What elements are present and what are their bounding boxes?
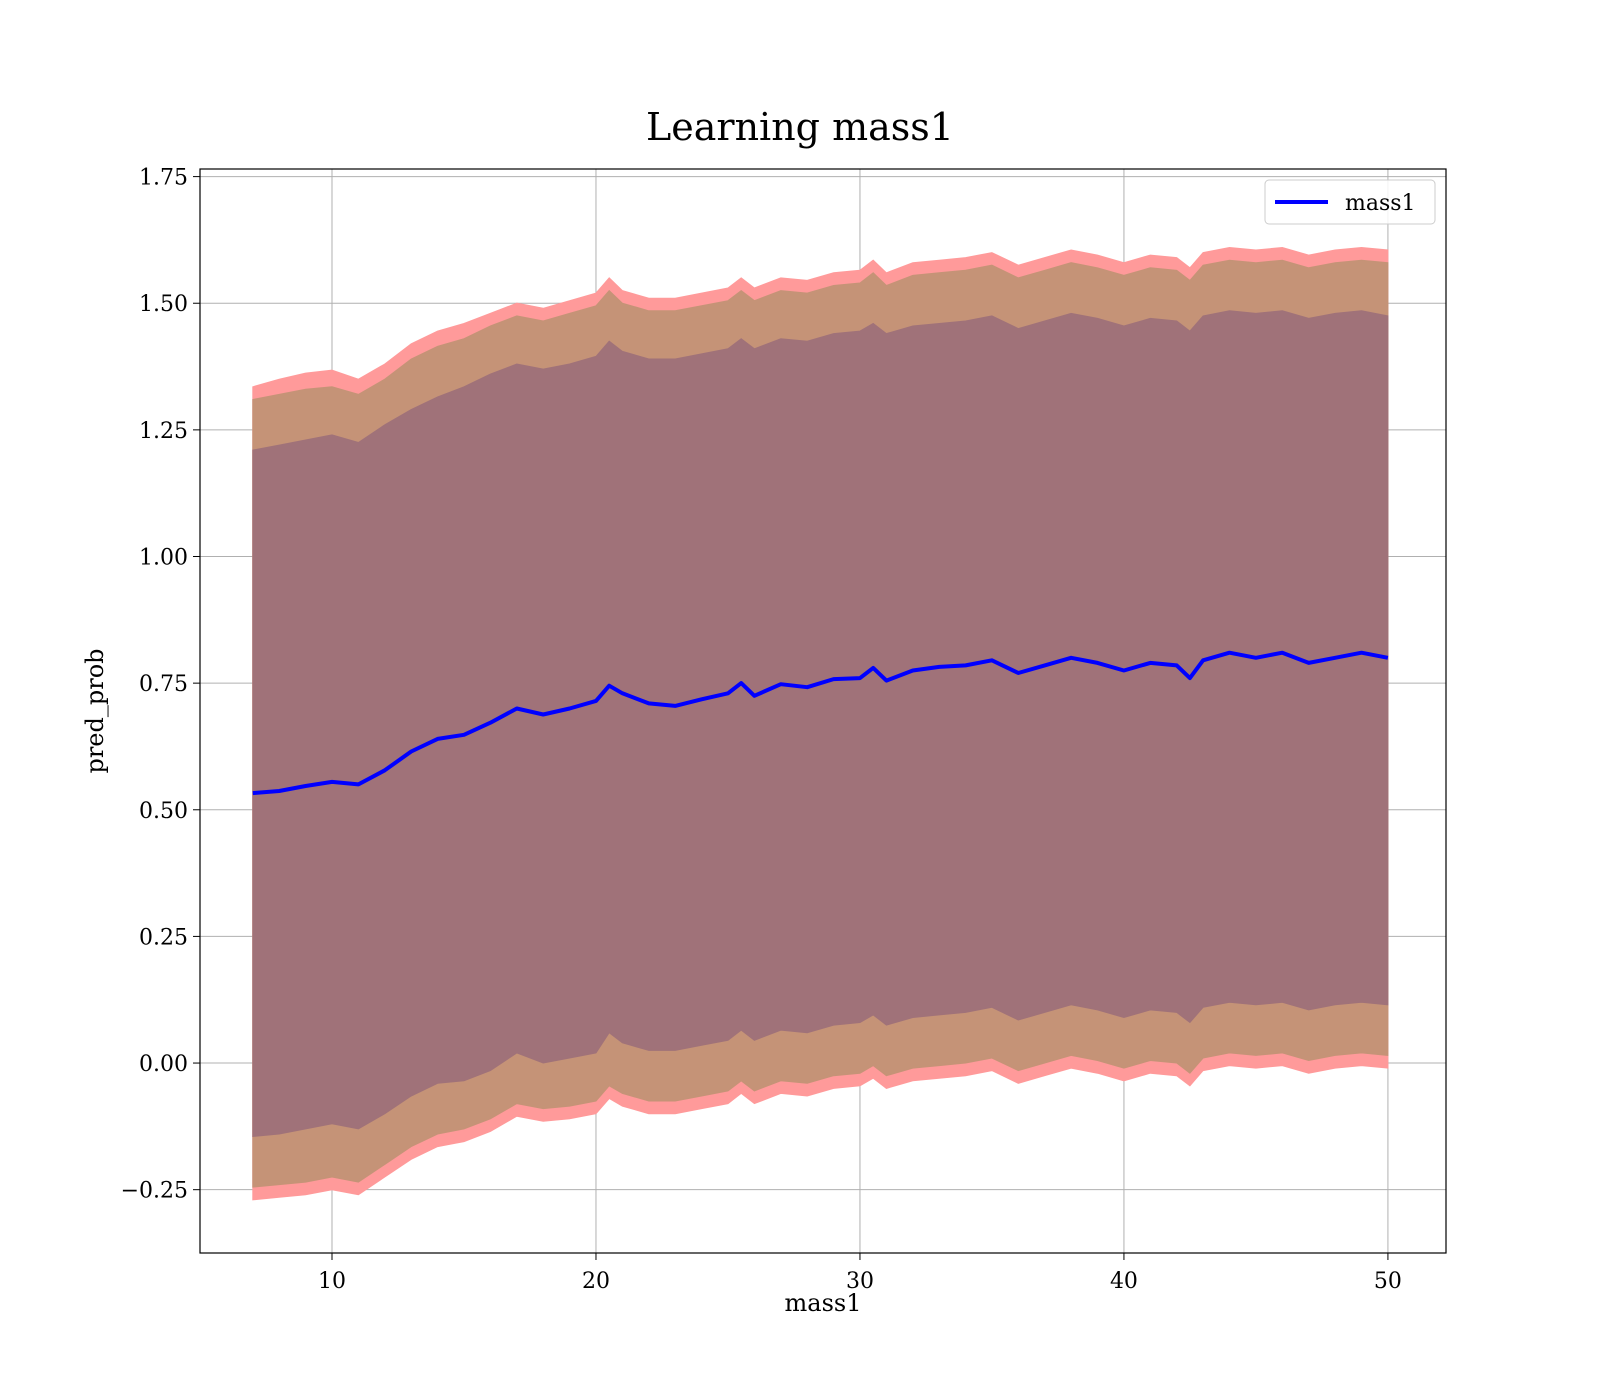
legend: mass1 (1264, 179, 1436, 225)
chart-title: Learning mass1 (646, 105, 954, 149)
y-tick-label-1: 0.00 (139, 1052, 188, 1077)
y-tick-label-7: 1.50 (139, 292, 188, 317)
x-tick-label-4: 50 (1374, 1269, 1402, 1294)
y-axis-label: pred_prob (81, 648, 109, 773)
x-tick-label-1: 20 (582, 1269, 610, 1294)
y-axis-ticks: −0.25 0.00 0.25 0.50 0.75 1.00 1.25 1.50 1.75 (121, 166, 200, 1204)
x-tick-label-3: 40 (1110, 1269, 1138, 1294)
y-tick-label-3: 0.50 (139, 799, 188, 824)
y-tick-label-6: 1.25 (139, 419, 188, 444)
x-tick-label-2: 30 (846, 1269, 874, 1294)
confidence-bands (252, 246, 1389, 1201)
legend-entry-mass1: mass1 (1345, 191, 1416, 216)
y-tick-label-8: 1.75 (139, 166, 188, 191)
series-lines (252, 650, 1389, 796)
series-line-mass1 (252, 650, 1389, 796)
y-tick-label-0: −0.25 (121, 1179, 188, 1204)
y-tick-label-4: 0.75 (139, 672, 188, 697)
y-tick-label-5: 1.00 (139, 546, 188, 571)
y-tick-label-2: 0.25 (139, 925, 188, 950)
x-axis-label: mass1 (785, 1289, 862, 1317)
legend-box (1264, 179, 1436, 225)
x-axis-ticks: 10 20 30 40 50 (318, 1253, 1402, 1294)
band-inner (252, 310, 1389, 1138)
x-tick-label-0: 10 (318, 1269, 346, 1294)
plot-frame (199, 168, 1447, 1254)
